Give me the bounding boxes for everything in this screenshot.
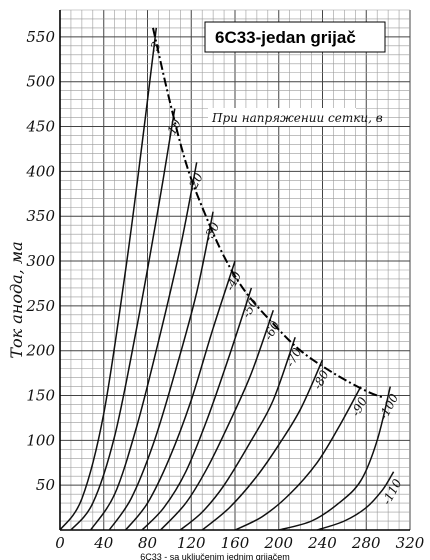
- series-label: -90: [349, 395, 371, 419]
- series-label: -30: [201, 220, 223, 244]
- y-tick-label: 350: [26, 207, 55, 225]
- series-label: -3: [146, 39, 164, 56]
- footer-text: 6C33 - sa uključenim jednim grijačem: [140, 552, 290, 560]
- curve-labels: -3-10-20-30-40-50-60-70-80-90 -100-110: [146, 39, 405, 507]
- title-box: 6C33-jedan grijač: [204, 21, 386, 53]
- y-tick-label: 550: [26, 28, 55, 46]
- series-curve: [234, 386, 362, 531]
- x-tick-label: 160: [221, 534, 250, 552]
- series-curve: [179, 336, 296, 531]
- y-tick-label: 450: [25, 118, 55, 136]
- y-tick-label: 300: [26, 252, 55, 270]
- series-label: -110: [380, 476, 405, 507]
- series-curve: [89, 162, 198, 531]
- series-curve: [201, 359, 324, 531]
- y-tick-label: 250: [25, 297, 55, 315]
- series-curve: [125, 260, 236, 531]
- x-tick-label: 80: [138, 534, 158, 552]
- y-tick-label: 100: [26, 431, 55, 449]
- grid: [59, 9, 411, 531]
- series-curve: [70, 108, 176, 531]
- annotation-text: При напряжении сетки, в: [211, 111, 383, 125]
- chart-title: 6C33-jedan grijač: [215, 28, 356, 47]
- series-curve: [160, 310, 275, 531]
- x-tick-label: 200: [263, 534, 293, 552]
- y-tick-label: 50: [36, 476, 56, 494]
- series-label: -10: [163, 117, 185, 141]
- y-axis-label: Ток анода, ма: [7, 241, 26, 358]
- y-tick-label: 150: [26, 387, 55, 405]
- series-curve: [141, 287, 253, 531]
- x-tick-label: 40: [93, 534, 114, 552]
- annotation-box: При напряжении сетки, в: [208, 108, 383, 126]
- x-tick-label: 280: [351, 534, 381, 552]
- series-curve: [316, 471, 395, 531]
- x-tick-label: 120: [177, 534, 206, 552]
- x-tick-label: 0: [55, 534, 65, 552]
- dissipation-curve: [152, 27, 384, 399]
- series-label: -20: [184, 170, 206, 194]
- series-curve: [108, 211, 214, 531]
- y-tick-label: 200: [25, 342, 55, 360]
- curves: [59, 27, 395, 531]
- y-tick-label: 500: [26, 73, 55, 91]
- y-tick-label: 400: [25, 162, 55, 180]
- x-tick-label: 240: [307, 534, 337, 552]
- series-curve: [59, 27, 158, 531]
- series-curve: [278, 386, 392, 531]
- x-tick-label: 320: [396, 534, 425, 552]
